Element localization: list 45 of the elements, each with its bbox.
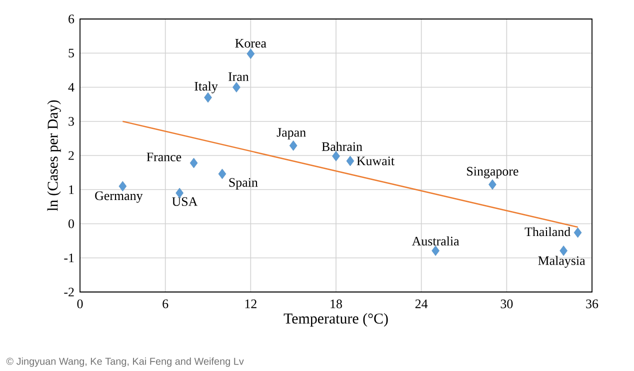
y-tick-label: -2 (64, 288, 74, 296)
point (190, 158, 198, 168)
y-tick-label: 1 (69, 185, 74, 194)
y-tick-label: 3 (68, 117, 74, 126)
y-tick-label: -1 (64, 254, 74, 262)
annotation: Singapore (467, 166, 518, 178)
point (232, 82, 240, 92)
annotation: France (146, 152, 182, 162)
annotation: Kuwait (356, 156, 394, 166)
y-tick-label: 5 (68, 48, 74, 58)
annotation: Italy (194, 82, 218, 94)
point (118, 181, 127, 192)
point (246, 48, 255, 59)
annotation: Japan (276, 128, 306, 140)
annotation: USA (172, 197, 198, 206)
annotation: Bahrain (322, 142, 362, 151)
y-tick-label: 4 (68, 82, 74, 92)
x-tick-label: 36 (586, 300, 598, 308)
point (488, 179, 496, 190)
point (560, 246, 568, 256)
x-tick-label: 30 (500, 300, 513, 308)
point (332, 151, 340, 162)
annotation: Malaysia (538, 256, 586, 268)
x-tick-label: 0 (77, 300, 83, 308)
point (218, 168, 226, 180)
y-tick-label: 0 (68, 219, 74, 228)
annotation: Australia (412, 236, 460, 246)
annotation: Iran (228, 72, 249, 82)
point (289, 140, 298, 151)
annotation: Thailand (524, 227, 570, 236)
annotation: Spain (229, 178, 258, 190)
y-tick-label: 6 (68, 14, 74, 24)
x-tick-label: 12 (245, 300, 256, 308)
point (574, 227, 582, 238)
x-axis-title: Temperature (°C) (284, 313, 388, 327)
point (346, 156, 354, 166)
annotation: Germany (95, 191, 143, 203)
point (432, 246, 440, 256)
y-tick-label: 2 (68, 151, 74, 160)
y-axis-title: ln (Cases per Day) (47, 100, 61, 212)
x-tick-label: 24 (415, 300, 428, 308)
annotation: Korea (235, 38, 266, 48)
x-tick-label: 6 (162, 300, 168, 308)
x-tick-label: 18 (330, 300, 342, 308)
text: © Jingyuan Wang, Ke Tang, Kai Feng and Weifeng Lv (6, 358, 244, 367)
